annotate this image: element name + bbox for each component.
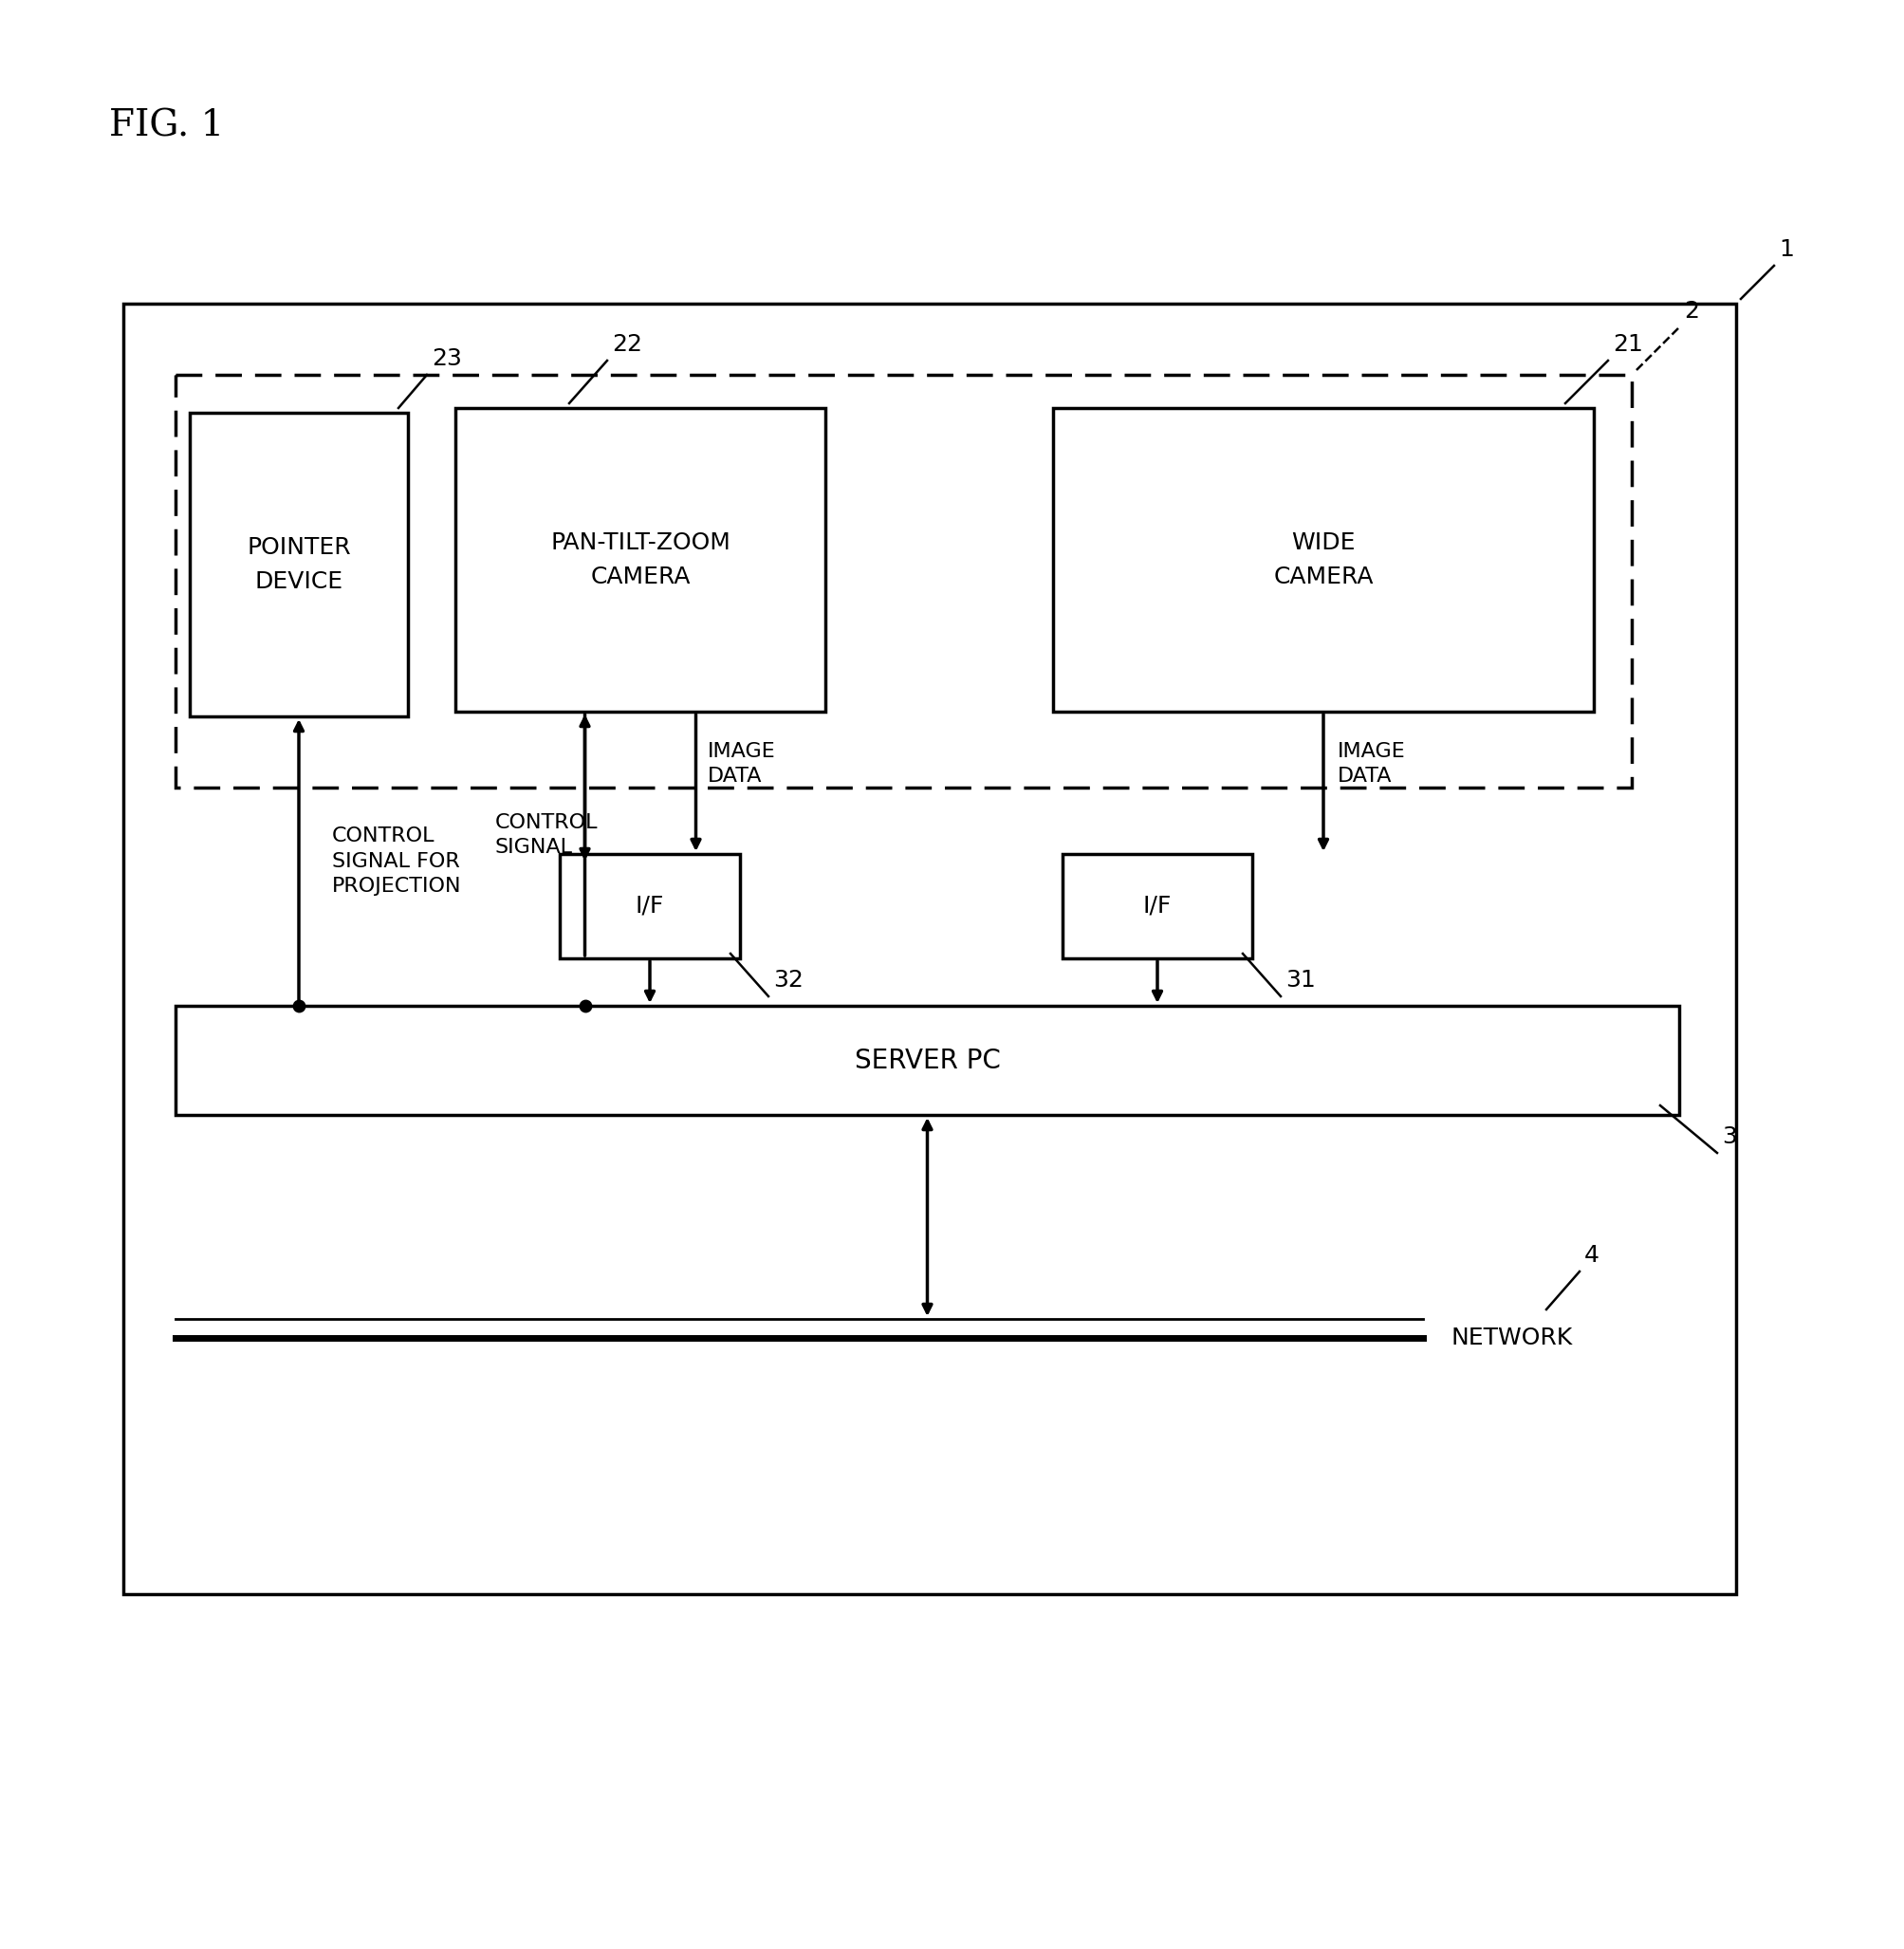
Bar — [190, 413, 407, 717]
Text: 32: 32 — [773, 969, 803, 992]
Text: 21: 21 — [1613, 333, 1643, 357]
Text: I/F: I/F — [1142, 895, 1171, 918]
Text: 4: 4 — [1584, 1243, 1599, 1267]
Bar — [124, 304, 1736, 1594]
Text: PAN-TILT-ZOOM
CAMERA: PAN-TILT-ZOOM CAMERA — [550, 532, 731, 589]
Text: 2: 2 — [1683, 300, 1698, 324]
Bar — [175, 1006, 1679, 1115]
Text: IMAGE
DATA: IMAGE DATA — [1339, 743, 1405, 785]
Bar — [1062, 854, 1253, 959]
Text: 22: 22 — [611, 333, 642, 357]
Text: 23: 23 — [432, 347, 463, 370]
Text: I/F: I/F — [636, 895, 664, 918]
Text: IMAGE
DATA: IMAGE DATA — [706, 743, 775, 785]
Text: WIDE
CAMERA: WIDE CAMERA — [1274, 532, 1373, 589]
Bar — [560, 854, 741, 959]
Text: 1: 1 — [1778, 238, 1794, 261]
Text: CONTROL
SIGNAL FOR
PROJECTION: CONTROL SIGNAL FOR PROJECTION — [331, 826, 461, 897]
Bar — [175, 374, 1632, 787]
Text: SERVER PC: SERVER PC — [855, 1047, 1000, 1074]
Text: CONTROL
SIGNAL: CONTROL SIGNAL — [495, 813, 598, 858]
Text: POINTER
DEVICE: POINTER DEVICE — [248, 536, 350, 592]
Text: 31: 31 — [1285, 969, 1316, 992]
Bar — [455, 407, 824, 711]
Bar — [1053, 407, 1594, 711]
Text: 3: 3 — [1721, 1125, 1736, 1148]
Text: NETWORK: NETWORK — [1451, 1327, 1573, 1349]
Text: FIG. 1: FIG. 1 — [109, 109, 225, 144]
